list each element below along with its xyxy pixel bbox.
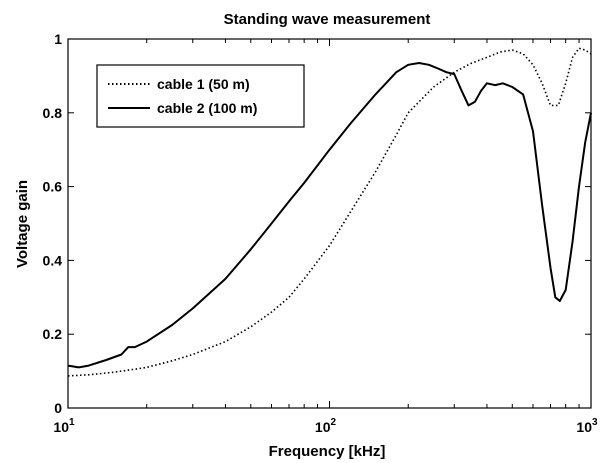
series-line-2	[67, 62, 592, 369]
tick-labels: 0 0.2 0.4 0.6 0.8 1 101 102 103	[43, 31, 598, 435]
legend-label-cable-2: cable 2 (100 m)	[157, 100, 257, 116]
x-tick-label-0: 101	[53, 417, 75, 435]
legend-box	[96, 64, 305, 128]
y-tick-label-2: 0.4	[43, 252, 63, 268]
series-line-1	[67, 47, 592, 377]
series-group	[67, 47, 592, 377]
y-tick-label-0: 0	[54, 400, 62, 416]
chart-title: Standing wave measurement	[224, 11, 431, 28]
x-tick-label-2: 103	[576, 417, 598, 435]
y-tick-label-4: 0.8	[43, 105, 63, 121]
y-tick-label-5: 1	[54, 31, 62, 47]
legend: cable 1 (50 m) cable 2 (100 m)	[96, 64, 305, 128]
x-tick-label-1: 102	[315, 417, 337, 435]
y-tick-label-3: 0.6	[43, 179, 63, 195]
x-axis-label: Frequency [kHz]	[269, 443, 386, 460]
y-axis-label: Voltage gain	[14, 180, 31, 268]
legend-label-cable-1: cable 1 (50 m)	[157, 76, 250, 92]
y-tick-label-1: 0.2	[43, 326, 63, 342]
plot-frame	[67, 38, 592, 409]
